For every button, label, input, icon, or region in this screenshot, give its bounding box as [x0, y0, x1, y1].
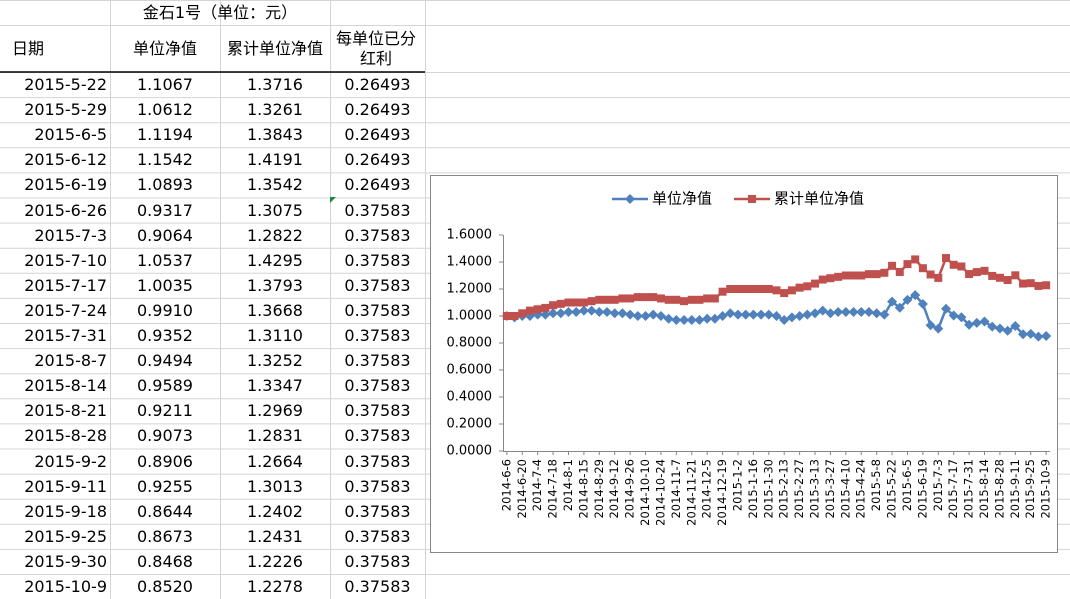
- date-cell: 2015-7-17: [24, 275, 107, 295]
- cumulative-nav-cell: 1.3252: [247, 351, 303, 371]
- dividend-cell: 0.37583: [344, 426, 411, 446]
- nav-cell: 1.0612: [137, 100, 193, 120]
- dividend-cell: 0.26493: [344, 100, 411, 120]
- dividend-cell: 0.37583: [344, 526, 411, 546]
- cumulative-nav-cell: 1.3075: [247, 200, 303, 220]
- cumulative-nav-cell: 1.2822: [247, 225, 303, 245]
- cumulative-nav-cell: 1.2431: [247, 526, 303, 546]
- cumulative-nav-cell: 1.2402: [247, 501, 303, 521]
- nav-cell: 0.9494: [137, 351, 193, 371]
- date-cell: 2015-5-29: [24, 100, 107, 120]
- nav-cell: 1.1194: [137, 125, 193, 145]
- date-cell: 2015-6-12: [24, 150, 107, 170]
- nav-cell: 0.8520: [137, 577, 193, 596]
- table-title: 金石1号（单位：元）: [142, 3, 298, 22]
- cumulative-nav-cell: 1.3110: [247, 326, 303, 345]
- nav-cell: 0.8468: [137, 551, 193, 571]
- date-cell: 2015-5-22: [24, 75, 107, 94]
- cumulative-nav-cell: 1.2969: [247, 401, 303, 421]
- cumulative-nav-cell: 1.3668: [247, 300, 303, 320]
- dividend-cell: 0.37583: [344, 551, 411, 571]
- dividend-cell: 0.26493: [344, 175, 411, 195]
- date-cell: 2015-9-25: [24, 526, 107, 546]
- column-header: 每单位已分红利: [335, 28, 416, 68]
- date-cell: 2015-7-3: [34, 225, 107, 245]
- nav-cell: 0.9589: [137, 376, 193, 396]
- cumulative-nav-cell: 1.3013: [247, 476, 303, 496]
- column-header: 累计单位净值: [226, 38, 323, 58]
- date-cell: 2015-8-28: [24, 426, 107, 446]
- cumulative-nav-cell: 1.3843: [247, 125, 303, 145]
- cumulative-nav-cell: 1.4295: [247, 250, 303, 270]
- date-cell: 2015-6-5: [34, 125, 107, 145]
- cumulative-nav-cell: 1.4191: [247, 150, 303, 170]
- date-cell: 2015-9-11: [24, 476, 107, 496]
- date-cell: 2015-8-21: [24, 401, 107, 421]
- nav-cell: 1.1542: [137, 150, 193, 170]
- cumulative-nav-cell: 1.2664: [247, 451, 303, 471]
- cumulative-nav-cell: 1.3347: [247, 376, 303, 396]
- cumulative-nav-cell: 1.2226: [247, 551, 303, 571]
- cumulative-nav-cell: 1.2831: [247, 426, 303, 446]
- cumulative-nav-cell: 1.2278: [247, 577, 303, 596]
- cell-marker: [330, 197, 336, 203]
- nav-cell: 0.9064: [137, 225, 193, 245]
- dividend-cell: 0.37583: [344, 275, 411, 295]
- nav-cell: 1.0893: [137, 175, 193, 195]
- date-cell: 2015-6-26: [24, 200, 107, 220]
- cumulative-nav-cell: 1.3793: [247, 275, 303, 295]
- nav-cell: 1.0035: [137, 275, 193, 295]
- nav-cell: 0.8644: [137, 501, 193, 521]
- date-cell: 2015-7-31: [24, 326, 107, 345]
- date-cell: 2015-7-24: [24, 300, 107, 320]
- nav-cell: 0.9352: [137, 326, 193, 345]
- dividend-cell: 0.37583: [344, 300, 411, 320]
- date-cell: 2015-6-19: [24, 175, 107, 195]
- nav-cell: 0.9255: [137, 476, 193, 496]
- nav-cell: 0.9317: [137, 200, 193, 220]
- nav-cell: 0.8906: [137, 451, 193, 471]
- dividend-cell: 0.26493: [344, 75, 411, 94]
- cumulative-nav-cell: 1.3716: [247, 75, 303, 94]
- nav-cell: 0.9073: [137, 426, 193, 446]
- date-cell: 2015-8-7: [34, 351, 107, 371]
- column-header: 日期: [12, 38, 45, 58]
- nav-cell: 0.9211: [137, 401, 193, 421]
- nav-cell: 1.0537: [137, 250, 193, 270]
- nav-cell: 1.1067: [137, 75, 193, 94]
- dividend-cell: 0.37583: [344, 476, 411, 496]
- dividend-cell: 0.37583: [344, 376, 411, 396]
- date-cell: 2015-10-9: [24, 577, 107, 596]
- dividend-cell: 0.26493: [344, 150, 411, 170]
- column-header: 单位净值: [132, 38, 197, 58]
- nav-cell: 0.9910: [137, 300, 193, 320]
- dividend-cell: 0.37583: [344, 225, 411, 245]
- dividend-cell: 0.37583: [344, 351, 411, 371]
- date-cell: 2015-8-14: [24, 376, 107, 396]
- dividend-cell: 0.37583: [344, 501, 411, 521]
- date-cell: 2015-9-2: [34, 451, 107, 471]
- dividend-cell: 0.37583: [344, 326, 411, 345]
- dividend-cell: 0.37583: [344, 577, 411, 596]
- date-cell: 2015-9-30: [24, 551, 107, 571]
- dividend-cell: 0.37583: [344, 401, 411, 421]
- dividend-cell: 0.37583: [344, 451, 411, 471]
- dividend-cell: 0.37583: [344, 250, 411, 270]
- cumulative-nav-cell: 1.3261: [247, 100, 303, 120]
- nav-cell: 0.8673: [137, 526, 193, 546]
- dividend-cell: 0.37583: [344, 200, 411, 220]
- date-cell: 2015-9-18: [24, 501, 107, 521]
- cumulative-nav-cell: 1.3542: [247, 175, 303, 195]
- dividend-cell: 0.26493: [344, 125, 411, 145]
- date-cell: 2015-7-10: [24, 250, 107, 270]
